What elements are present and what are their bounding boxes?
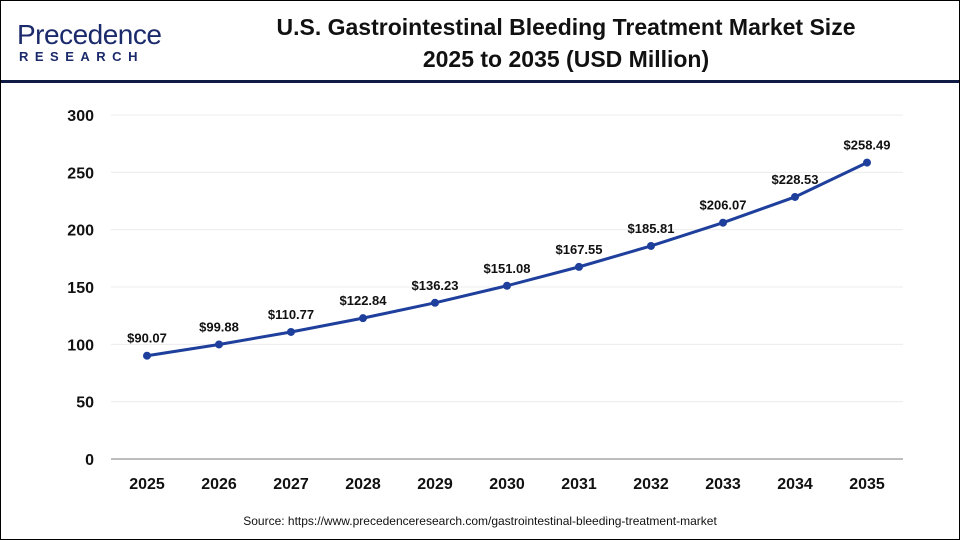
data-label: $99.88 [199,319,239,334]
series-line [146,161,868,358]
x-tick-label: 2026 [201,476,237,493]
x-tick-label: 2035 [849,476,885,493]
data-label: $151.08 [484,261,531,276]
chart-title: U.S. Gastrointestinal Bleeding Treatment… [201,11,931,75]
data-label: $122.84 [340,293,388,308]
data-label: $110.77 [268,307,314,322]
data-label: $206.07 [700,198,747,213]
precedence-research-logo: Precedence RESEARCH [17,19,167,64]
data-point [215,340,223,349]
data-label: $167.55 [556,242,603,257]
data-point [647,241,655,250]
y-tick-label: 150 [67,280,94,297]
title-line-1: U.S. Gastrointestinal Bleeding Treatment… [276,14,856,40]
header-divider [1,80,959,83]
x-tick-label: 2033 [705,476,741,493]
data-label: $90.07 [127,331,167,346]
x-tick-label: 2029 [417,476,453,493]
source-note: Source: https://www.precedenceresearch.c… [243,514,717,528]
logo-line1: Precedence [17,19,162,50]
x-tick-label: 2025 [129,476,165,493]
data-point [791,192,799,201]
logo-line2: RESEARCH [19,49,144,64]
y-tick-label: 100 [67,337,94,354]
y-tick-label: 50 [76,395,94,412]
y-tick-label: 300 [67,108,94,125]
data-point [287,327,295,336]
x-tick-label: 2032 [633,476,669,493]
data-label: $228.53 [772,172,819,187]
x-tick-label: 2030 [489,476,525,493]
data-point [863,158,871,167]
data-point [431,298,439,307]
data-label: $136.23 [412,278,459,293]
title-line-2: 2025 to 2035 (USD Million) [422,46,710,72]
x-tick-label: 2028 [345,476,381,493]
y-tick-label: 0 [85,452,94,469]
x-tick-label: 2034 [777,476,813,493]
data-label: $185.81 [628,221,675,236]
x-tick-label: 2027 [273,476,309,493]
y-tick-label: 250 [67,165,94,182]
data-point [503,281,511,290]
data-point [575,262,583,271]
y-tick-label: 200 [67,223,94,240]
data-point [143,351,151,360]
data-point [359,314,367,323]
x-tick-label: 2031 [561,476,597,493]
data-point [719,218,727,227]
data-label: $258.49 [844,138,891,153]
